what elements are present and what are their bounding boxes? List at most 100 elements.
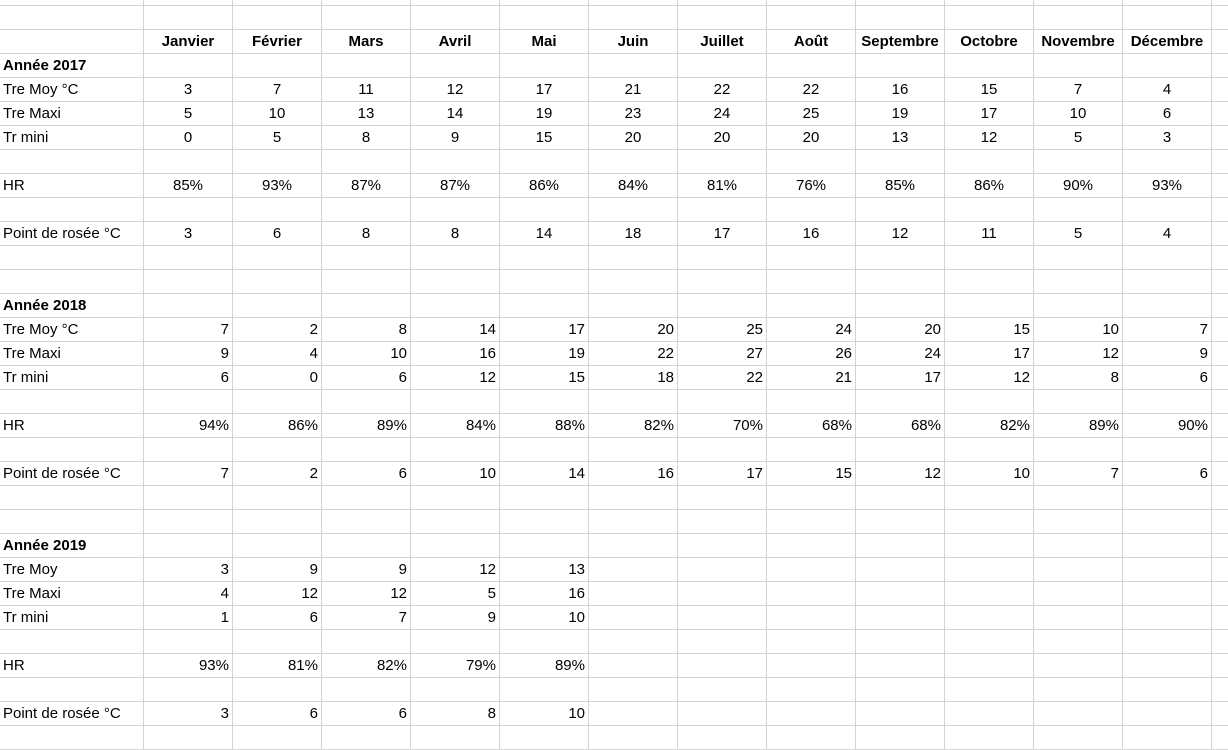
cell[interactable] <box>144 6 233 30</box>
cell[interactable] <box>856 630 945 654</box>
cell[interactable] <box>1034 582 1123 606</box>
value-cell[interactable]: 5 <box>233 126 322 150</box>
value-cell[interactable]: 17 <box>500 78 589 102</box>
cell[interactable] <box>678 54 767 78</box>
value-cell[interactable]: 7 <box>322 606 411 630</box>
value-cell[interactable]: 17 <box>856 366 945 390</box>
cell[interactable] <box>500 390 589 414</box>
value-cell[interactable]: 3 <box>144 558 233 582</box>
value-cell[interactable]: 82% <box>945 414 1034 438</box>
month-header[interactable]: Novembre <box>1034 30 1123 54</box>
cell[interactable] <box>678 0 767 6</box>
cell[interactable] <box>411 150 500 174</box>
cell[interactable] <box>589 54 678 78</box>
cell[interactable] <box>945 486 1034 510</box>
value-cell[interactable]: 14 <box>411 318 500 342</box>
cell[interactable] <box>945 270 1034 294</box>
value-cell[interactable]: 24 <box>767 318 856 342</box>
cell[interactable] <box>411 0 500 6</box>
cell[interactable] <box>144 534 233 558</box>
cell[interactable] <box>144 270 233 294</box>
value-cell[interactable]: 7 <box>144 318 233 342</box>
row-label[interactable]: Tre Moy °C <box>0 318 144 342</box>
cell[interactable] <box>0 630 144 654</box>
value-cell[interactable]: 3 <box>1123 126 1212 150</box>
value-cell[interactable]: 6 <box>322 462 411 486</box>
value-cell[interactable]: 7 <box>1034 462 1123 486</box>
value-cell[interactable]: 19 <box>856 102 945 126</box>
month-header[interactable]: Octobre <box>945 30 1034 54</box>
cell[interactable] <box>500 726 589 750</box>
value-cell[interactable]: 8 <box>322 222 411 246</box>
cell[interactable] <box>589 510 678 534</box>
cell[interactable] <box>411 438 500 462</box>
value-cell[interactable]: 11 <box>322 78 411 102</box>
cell[interactable] <box>411 246 500 270</box>
value-cell[interactable]: 19 <box>500 102 589 126</box>
value-cell[interactable]: 15 <box>945 318 1034 342</box>
value-cell[interactable]: 8 <box>411 702 500 726</box>
value-cell[interactable]: 20 <box>856 318 945 342</box>
cell[interactable] <box>678 678 767 702</box>
cell[interactable] <box>322 510 411 534</box>
month-header[interactable]: Septembre <box>856 30 945 54</box>
value-cell[interactable]: 12 <box>856 462 945 486</box>
cell[interactable] <box>1212 126 1228 150</box>
cell[interactable] <box>589 246 678 270</box>
value-cell[interactable]: 15 <box>945 78 1034 102</box>
cell[interactable] <box>411 54 500 78</box>
cell[interactable] <box>856 294 945 318</box>
value-cell[interactable]: 6 <box>1123 462 1212 486</box>
value-cell[interactable]: 10 <box>1034 102 1123 126</box>
cell[interactable] <box>1123 270 1212 294</box>
value-cell[interactable]: 19 <box>500 342 589 366</box>
cell[interactable] <box>233 54 322 78</box>
cell[interactable] <box>678 510 767 534</box>
cell[interactable] <box>233 726 322 750</box>
month-header[interactable]: Avril <box>411 30 500 54</box>
cell[interactable] <box>945 438 1034 462</box>
cell[interactable] <box>322 150 411 174</box>
value-cell[interactable]: 17 <box>945 102 1034 126</box>
cell[interactable] <box>1123 510 1212 534</box>
cell[interactable] <box>945 246 1034 270</box>
cell[interactable] <box>1123 198 1212 222</box>
value-cell[interactable]: 25 <box>767 102 856 126</box>
cell[interactable] <box>767 438 856 462</box>
cell[interactable] <box>1212 78 1228 102</box>
value-cell[interactable]: 12 <box>411 78 500 102</box>
cell[interactable] <box>589 534 678 558</box>
cell[interactable] <box>856 390 945 414</box>
value-cell[interactable]: 12 <box>945 126 1034 150</box>
value-cell[interactable]: 93% <box>233 174 322 198</box>
row-label[interactable]: Point de rosée °C <box>0 702 144 726</box>
value-cell[interactable]: 10 <box>945 462 1034 486</box>
cell[interactable] <box>589 150 678 174</box>
cell[interactable] <box>856 558 945 582</box>
cell[interactable] <box>678 630 767 654</box>
cell[interactable] <box>589 558 678 582</box>
cell[interactable] <box>945 654 1034 678</box>
cell[interactable] <box>767 534 856 558</box>
value-cell[interactable]: 4 <box>1123 222 1212 246</box>
cell[interactable] <box>1212 0 1228 6</box>
value-cell[interactable]: 3 <box>144 222 233 246</box>
month-header[interactable]: Janvier <box>144 30 233 54</box>
cell[interactable] <box>767 558 856 582</box>
value-cell[interactable]: 7 <box>144 462 233 486</box>
cell[interactable] <box>1212 654 1228 678</box>
cell[interactable] <box>678 606 767 630</box>
value-cell[interactable]: 11 <box>945 222 1034 246</box>
cell[interactable] <box>411 510 500 534</box>
year-title[interactable]: Année 2017 <box>0 54 144 78</box>
value-cell[interactable]: 14 <box>411 102 500 126</box>
cell[interactable] <box>322 294 411 318</box>
value-cell[interactable]: 12 <box>411 366 500 390</box>
cell[interactable] <box>678 198 767 222</box>
cell[interactable] <box>0 726 144 750</box>
cell[interactable] <box>1212 606 1228 630</box>
month-header[interactable]: Août <box>767 30 856 54</box>
cell[interactable] <box>1034 0 1123 6</box>
cell[interactable] <box>322 0 411 6</box>
cell[interactable] <box>589 726 678 750</box>
